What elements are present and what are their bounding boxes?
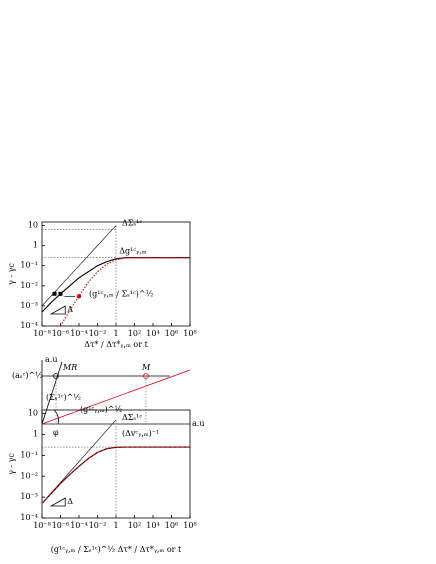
m-label: M — [141, 363, 151, 372]
level-label: (aₛᶜ)^½ — [12, 371, 43, 380]
x-tick-label: 10⁶ — [165, 329, 178, 338]
marker — [52, 291, 57, 296]
phi-label: φ — [53, 428, 59, 437]
series-label: Δg¹ᶜᵧ,ₘ — [119, 247, 146, 256]
y-axis-label: a.u — [45, 355, 57, 364]
x-tick-label: 10⁻⁶ — [52, 521, 70, 530]
series-label: ΔΣₛ¹ᶜ — [122, 413, 142, 422]
y-tick-label: 10⁻² — [20, 281, 38, 290]
dv-label: (Δvᶜᵧ,ₘ)⁻¹ — [122, 429, 159, 438]
x-tick-label: 1 — [113, 521, 118, 530]
y-tick-label: 1 — [33, 241, 38, 250]
series-label: (g¹ᶜᵧ,ₘ / Σₛ¹ᶜ)^½ — [89, 289, 154, 298]
sigma-label: (Σₛ¹ᶜ)^½ — [46, 393, 81, 402]
m-point — [143, 373, 149, 379]
x-tick-label: 10⁻⁸ — [33, 329, 51, 338]
y-tick-label: 10⁻¹ — [20, 450, 38, 459]
marker — [76, 294, 82, 299]
x-axis-label: (g¹ᶜᵧ,ₘ / Σₛ¹ᶜ)^½ Δτ* / Δτ*ᵧ,ₘ or t — [51, 545, 182, 554]
x-tick-label: 10⁻² — [89, 329, 107, 338]
diagram-panel: a.u a.u (aₛᶜ)^½ MR M (Σₛ¹ᶜ)^½ (g¹ᶜᵧ,ₘ)^½… — [12, 355, 204, 438]
x-tick-label: 10⁻⁸ — [33, 521, 51, 530]
y-tick-label: 10 — [28, 221, 38, 230]
y-tick-label: 10⁻³ — [20, 301, 38, 310]
y-tick-label: 10⁻⁴ — [20, 513, 38, 522]
x-tick-label: 10⁸ — [183, 329, 196, 338]
y-tick-label: 10⁻¹ — [20, 261, 38, 270]
y-tick-label: 10⁻³ — [20, 492, 38, 501]
x-tick-label: 10⁶ — [165, 521, 178, 530]
series-label: ΔΣₛ¹ᶜ — [122, 219, 142, 228]
x-tick-label: 10⁴ — [146, 521, 159, 530]
y-axis-label: γ - γc — [7, 453, 16, 475]
x-axis-label: Δτ* / Δτ*ᵧ,ₘ or t — [84, 340, 148, 349]
y-tick-label: 10⁻⁴ — [20, 321, 38, 330]
x-tick-label: 10⁻⁶ — [52, 329, 70, 338]
slope-triangle — [49, 305, 66, 315]
slope-label: Δ — [67, 497, 73, 506]
red-line — [41, 369, 191, 425]
x-tick-label: 10² — [128, 521, 141, 530]
mr-point — [53, 373, 59, 379]
x-tick-label: 10⁴ — [146, 329, 159, 338]
x-tick-label: 10⁻² — [89, 521, 107, 530]
black-line — [41, 361, 63, 425]
x-tick-label: 10⁻⁴ — [70, 329, 88, 338]
y-tick-label: 10 — [28, 409, 38, 418]
x-tick-label: 10⁻⁴ — [70, 521, 88, 530]
y-axis-label: γ - γc — [7, 263, 16, 285]
series-line — [41, 257, 190, 313]
marker — [58, 291, 63, 296]
series-line — [41, 446, 190, 504]
y-tick-label: 10⁻² — [20, 471, 38, 480]
x-axis-label: a.u — [192, 419, 204, 428]
series-line — [60, 257, 190, 327]
slope-label: Δ — [67, 305, 73, 314]
x-tick-label: 1 — [113, 329, 118, 338]
x-tick-label: 10² — [128, 329, 141, 338]
slope-triangle — [49, 497, 66, 507]
x-tick-label: 10⁸ — [183, 521, 196, 530]
y-tick-label: 1 — [33, 430, 38, 439]
g-label: (g¹ᶜᵧ,ₘ)^½ — [80, 405, 123, 414]
mr-label: MR — [62, 363, 77, 372]
